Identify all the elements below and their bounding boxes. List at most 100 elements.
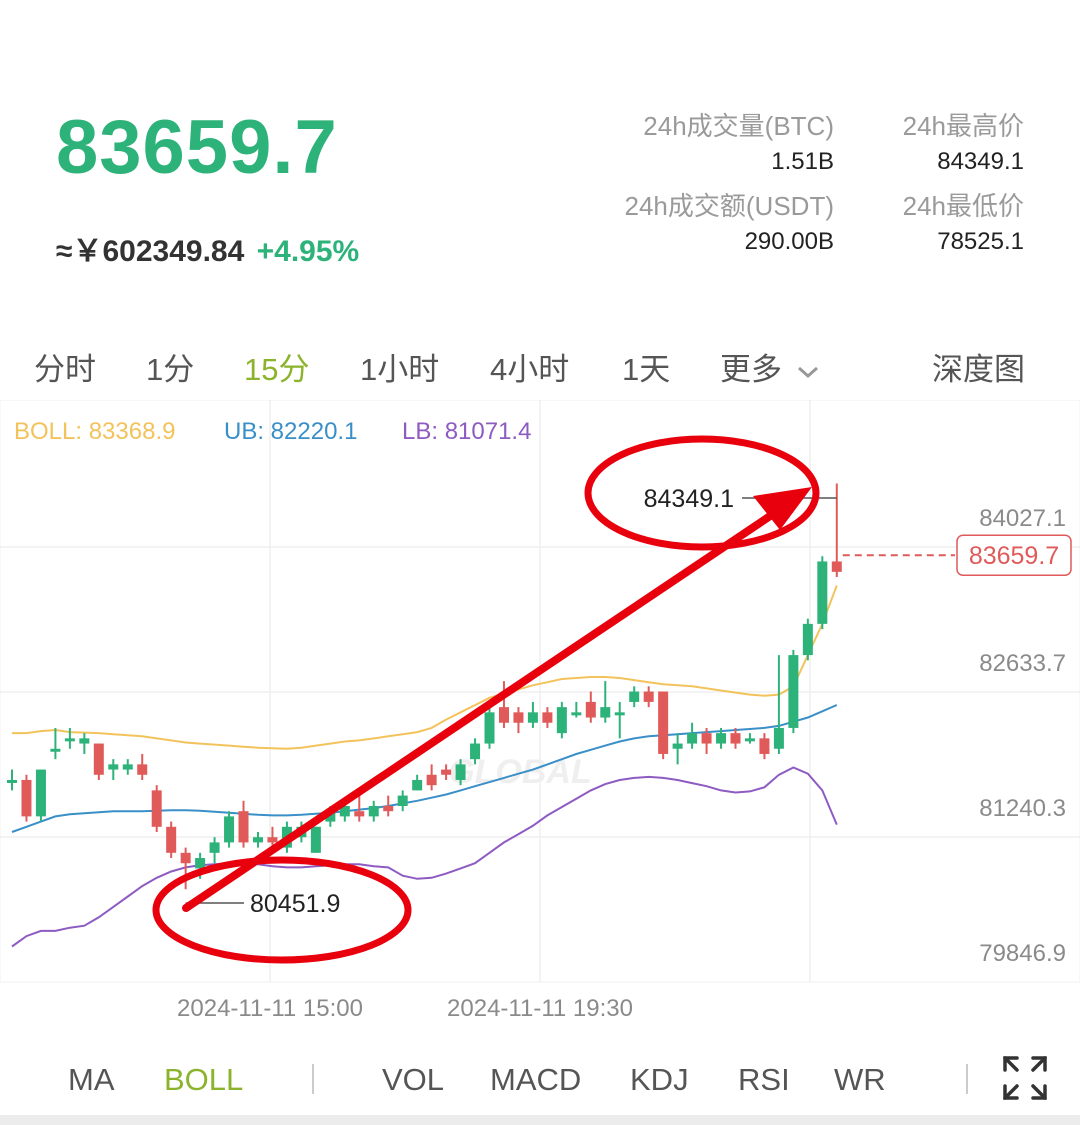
candle-body xyxy=(600,707,611,718)
candle-body xyxy=(542,712,553,723)
chart-grid xyxy=(0,400,1080,983)
candle-body xyxy=(571,712,582,716)
candle-body xyxy=(831,561,842,572)
annotation-overlay xyxy=(152,435,820,964)
candle-body xyxy=(180,852,191,864)
candle-body xyxy=(498,707,509,723)
candle-body xyxy=(817,561,828,624)
candle-body xyxy=(412,779,423,791)
candle-body xyxy=(137,764,148,775)
candle-body xyxy=(441,769,452,775)
candle-body xyxy=(79,738,90,744)
x-tick-label: 2024-11-11 19:30 xyxy=(447,995,633,1022)
candle-body xyxy=(629,691,640,702)
tab-depth-chart[interactable]: 深度图 xyxy=(932,352,1025,387)
boll-ub-line xyxy=(11,704,838,833)
legend-ub: UB: 82220.1 xyxy=(224,418,358,445)
indicator-ma[interactable]: MA xyxy=(68,1062,115,1097)
stat-label-low: 24h最低价 xyxy=(902,191,1024,221)
candle-body xyxy=(252,837,263,843)
candle-body xyxy=(744,738,755,742)
candle-body xyxy=(7,779,17,783)
candle-body xyxy=(224,816,235,843)
candle-body xyxy=(35,769,46,817)
indicator-kdj[interactable]: KDJ xyxy=(630,1062,689,1097)
indicator-macd[interactable]: MACD xyxy=(490,1062,582,1097)
tab-1day[interactable]: 1天 xyxy=(622,352,671,387)
candle-body xyxy=(614,712,625,716)
candle-body xyxy=(773,727,784,749)
candle-body xyxy=(484,712,495,744)
candle-body xyxy=(556,707,567,734)
fullscreen-icon[interactable] xyxy=(1002,1055,1048,1101)
tab-timeline[interactable]: 分时 xyxy=(34,352,96,387)
low-marker-label: 80451.9 xyxy=(250,890,340,918)
candles xyxy=(7,483,842,890)
last-price: 83659.7 xyxy=(56,105,338,190)
candle-body xyxy=(730,733,741,744)
last-price-tag: 83659.7 xyxy=(969,542,1059,570)
tab-more-label: 更多 xyxy=(720,352,782,387)
legend-lb: LB: 81071.4 xyxy=(402,418,532,445)
candle-body xyxy=(151,790,162,827)
candle-body xyxy=(209,842,220,853)
annotation-circle-low xyxy=(152,856,412,964)
x-axis-labels: 2024-11-11 15:00 2024-11-11 19:30 xyxy=(177,995,633,1022)
indicator-rsi[interactable]: RSI xyxy=(738,1062,790,1097)
candle-body xyxy=(788,655,799,728)
stat-value-low: 78525.1 xyxy=(937,228,1024,255)
candle-body xyxy=(325,811,336,822)
tab-15min[interactable]: 15分 xyxy=(244,352,310,387)
candle-body xyxy=(354,811,365,817)
svg-text:GLOBAL: GLOBAL xyxy=(448,753,592,791)
stat-label-high: 24h最高价 xyxy=(902,111,1024,141)
candle-body xyxy=(701,733,712,744)
bottom-strip xyxy=(0,1115,1080,1125)
candle-body xyxy=(166,826,177,853)
chevron-down-icon xyxy=(797,366,818,378)
candle-body xyxy=(687,733,698,744)
indicator-wr[interactable]: WR xyxy=(834,1062,886,1097)
candle-body xyxy=(21,779,32,817)
change-percent: +4.95% xyxy=(256,235,360,268)
candle-body xyxy=(658,691,669,754)
divider xyxy=(312,1064,314,1094)
tab-1min[interactable]: 1分 xyxy=(146,352,195,387)
candle-body xyxy=(383,805,394,812)
candle-body xyxy=(310,826,321,853)
stat-value-turnover: 290.00B xyxy=(744,228,834,255)
indicator-boll[interactable]: BOLL xyxy=(164,1062,244,1097)
boll-lb-line xyxy=(11,766,838,948)
cny-price: ≈￥602349.84 xyxy=(56,235,245,268)
candle-body xyxy=(802,623,813,656)
candle-body xyxy=(50,748,61,752)
candle-body xyxy=(122,764,133,770)
chart-canvas: GLOBAL 84027.1 82633.7 81240.3 79846.9 2024… xyxy=(0,400,1080,1022)
tab-more[interactable]: 更多 xyxy=(720,344,821,389)
annotation-arrow-head xyxy=(753,487,812,530)
candle-body xyxy=(759,738,770,754)
tab-1hour[interactable]: 1小时 xyxy=(360,352,440,387)
y-tick-label: 79846.9 xyxy=(979,940,1066,967)
tab-4hour[interactable]: 4小时 xyxy=(490,352,570,387)
kline-chart[interactable]: BOLL: 83368.9 UB: 82220.1 LB: 81071.4 GL… xyxy=(0,400,1080,1040)
stat-value-volume: 1.51B xyxy=(771,148,834,175)
global-watermark: GLOBAL xyxy=(448,753,592,791)
y-tick-label: 82633.7 xyxy=(979,650,1066,677)
indicator-bar: MA BOLL VOL MACD KDJ RSI WR xyxy=(0,1040,1080,1116)
candle-body xyxy=(195,858,206,869)
legend-boll: BOLL: 83368.9 xyxy=(14,418,176,445)
candle-body xyxy=(368,805,379,817)
candle-body xyxy=(267,837,278,843)
y-tick-label: 81240.3 xyxy=(979,795,1066,822)
timeframe-tabbar: 分时 1分 15分 1小时 4小时 1天 更多 深度图 xyxy=(0,330,1080,400)
indicator-vol[interactable]: VOL xyxy=(382,1062,445,1097)
last-price-tag-box xyxy=(956,534,1072,576)
candle-body xyxy=(643,691,654,702)
annotation-arrow-shaft xyxy=(182,500,792,912)
x-tick-label: 2024-11-11 15:00 xyxy=(177,995,363,1022)
stat-label-volume: 24h成交量(BTC) xyxy=(643,111,834,141)
candle-body xyxy=(108,764,119,770)
candle-body xyxy=(93,743,104,775)
price-markers: 84349.1 80451.9 83659.7 xyxy=(185,485,1072,918)
